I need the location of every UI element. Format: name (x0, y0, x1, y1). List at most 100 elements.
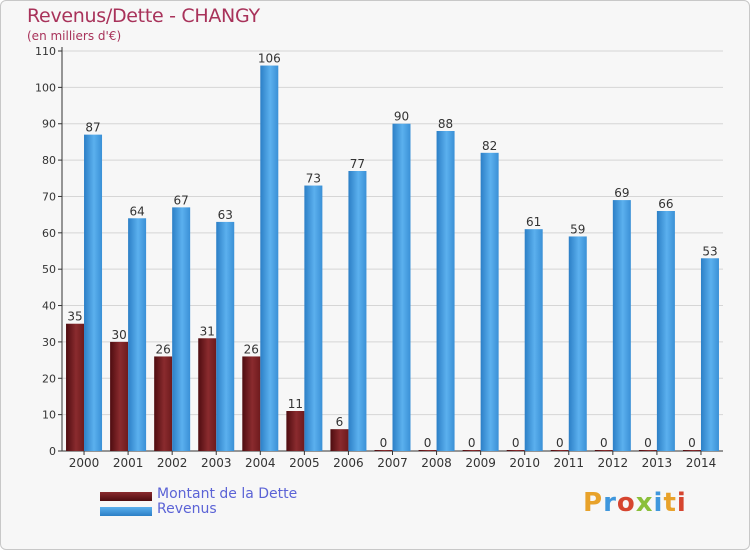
bar-revenus-2004 (260, 65, 279, 451)
y-tick-label: 110 (35, 45, 56, 58)
bar-dette-2009 (462, 450, 481, 451)
data-label-revenus-2008: 88 (438, 117, 453, 131)
bar-dette-2005 (286, 411, 305, 451)
bar-dette-2012 (594, 450, 613, 451)
data-label-dette-2004: 26 (244, 342, 259, 356)
bar-revenus-2011 (568, 236, 587, 451)
x-tick-label-2001: 2001 (113, 456, 144, 470)
data-label-dette-2000: 35 (67, 310, 82, 324)
y-tick-label: 90 (42, 118, 56, 131)
data-label-revenus-2004: 106 (258, 52, 281, 66)
x-tick-label-2004: 2004 (245, 456, 276, 470)
bar-dette-2013 (638, 450, 657, 451)
y-tick-label: 80 (42, 154, 56, 167)
x-tick-label-2014: 2014 (686, 456, 717, 470)
logo-letter: r (603, 488, 617, 518)
logo-letter: i (653, 488, 664, 518)
bar-revenus-2001 (128, 218, 147, 451)
proxiti-logo: Proxiti (583, 488, 687, 518)
x-tick-label-2008: 2008 (421, 456, 452, 470)
logo-letter: t (663, 488, 677, 518)
data-label-revenus-2001: 64 (129, 204, 144, 218)
bar-revenus-2003 (216, 221, 235, 451)
data-label-revenus-2000: 87 (85, 121, 100, 135)
data-label-dette-2007: 0 (380, 436, 388, 450)
y-tick-label: 70 (42, 190, 56, 203)
data-label-dette-2001: 30 (111, 328, 126, 342)
data-label-revenus-2009: 82 (482, 139, 497, 153)
chart-subtitle: (en milliers d'€) (27, 29, 122, 43)
x-tick-label-2005: 2005 (289, 456, 320, 470)
y-tick-label: 40 (42, 300, 56, 313)
bar-revenus-2009 (480, 152, 499, 451)
logo-letter: P (583, 488, 604, 518)
bar-dette-2006 (330, 429, 349, 451)
data-label-revenus-2007: 90 (394, 110, 409, 124)
bar-dette-2001 (110, 341, 129, 451)
legend-label-dette: Montant de la Dette (157, 486, 298, 502)
bar-dette-2004 (242, 356, 261, 451)
data-label-revenus-2011: 59 (570, 222, 585, 236)
bar-dette-2008 (418, 450, 437, 451)
data-label-dette-2002: 26 (156, 342, 171, 356)
bar-dette-2007 (374, 450, 393, 451)
data-label-dette-2006: 6 (336, 415, 344, 429)
data-label-dette-2003: 31 (200, 324, 215, 338)
x-tick-label-2007: 2007 (377, 456, 408, 470)
data-label-revenus-2012: 69 (614, 186, 629, 200)
bar-dette-2011 (550, 450, 569, 451)
data-label-revenus-2002: 67 (174, 193, 189, 207)
data-label-dette-2009: 0 (468, 436, 476, 450)
logo-letter: x (635, 488, 654, 518)
bar-dette-2002 (154, 356, 173, 451)
bar-revenus-2005 (304, 185, 323, 451)
x-tick-label-2012: 2012 (598, 456, 629, 470)
y-tick-label: 0 (49, 445, 56, 458)
bar-revenus-2008 (436, 131, 455, 451)
bar-revenus-2010 (524, 229, 543, 451)
legend-swatch-dette (100, 492, 152, 501)
x-tick-label-2011: 2011 (553, 456, 584, 470)
bar-revenus-2007 (392, 123, 411, 452)
data-label-revenus-2010: 61 (526, 215, 541, 229)
bar-dette-2014 (682, 450, 701, 451)
data-label-dette-2012: 0 (600, 436, 608, 450)
chart-title: Revenus/Dette - CHANGY (27, 5, 260, 27)
legend-swatch-revenus (100, 507, 152, 516)
y-tick-label: 60 (42, 227, 56, 240)
data-label-dette-2014: 0 (688, 436, 696, 450)
logo-letter: i (676, 488, 687, 518)
x-tick-label-2006: 2006 (333, 456, 364, 470)
y-tick-label: 50 (42, 263, 56, 276)
bar-revenus-2012 (612, 200, 631, 451)
x-tick-label-2009: 2009 (465, 456, 496, 470)
bar-revenus-2002 (172, 207, 191, 451)
data-label-dette-2010: 0 (512, 436, 520, 450)
bar-revenus-2000 (84, 134, 103, 452)
data-label-dette-2008: 0 (424, 436, 432, 450)
y-tick-label: 10 (42, 409, 56, 422)
y-tick-label: 100 (35, 81, 56, 94)
data-label-dette-2005: 11 (288, 397, 303, 411)
x-tick-label-2003: 2003 (201, 456, 232, 470)
y-tick-label: 30 (42, 336, 56, 349)
bar-revenus-2014 (700, 258, 719, 451)
x-tick-label-2000: 2000 (69, 456, 100, 470)
legend-label-revenus: Revenus (157, 501, 217, 517)
bar-dette-2003 (198, 338, 217, 451)
bar-revenus-2013 (656, 211, 675, 451)
x-tick-label-2002: 2002 (157, 456, 188, 470)
data-label-revenus-2014: 53 (702, 244, 717, 258)
y-tick-label: 20 (42, 372, 56, 385)
data-label-revenus-2013: 66 (658, 197, 673, 211)
bar-dette-2010 (506, 450, 525, 451)
logo-letter: o (616, 488, 636, 518)
data-label-dette-2013: 0 (644, 436, 652, 450)
x-tick-label-2010: 2010 (509, 456, 540, 470)
data-label-revenus-2003: 63 (218, 208, 233, 222)
data-label-revenus-2006: 77 (350, 157, 365, 171)
bar-dette-2000 (66, 323, 85, 451)
bar-revenus-2006 (348, 171, 367, 451)
